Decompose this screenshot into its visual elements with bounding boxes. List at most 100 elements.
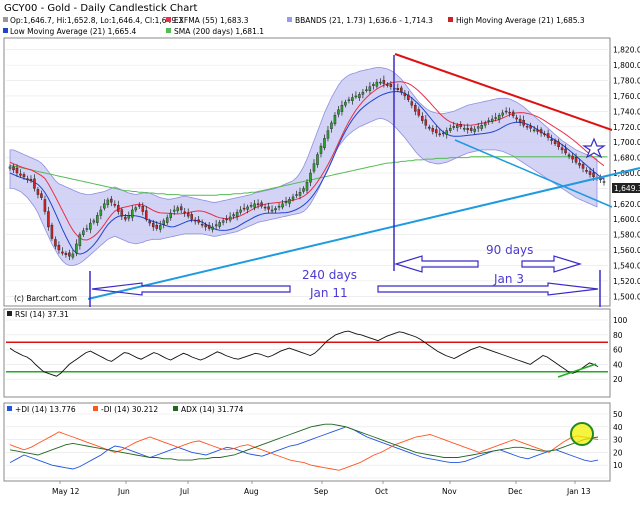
plus-di-legend: +DI (14) 13.776: [15, 405, 76, 414]
candle-body: [564, 148, 567, 154]
price-y-tick: 1,720.0: [613, 123, 640, 132]
candle-body: [33, 178, 36, 189]
candle-body: [386, 84, 389, 86]
price-y-tick: 1,580.0: [613, 231, 640, 240]
rsi-y-axis: 20 40 60 80 100: [613, 316, 628, 384]
candle-body: [78, 234, 82, 246]
exfma-line: [9, 81, 605, 241]
price-y-tick: 1,680.0: [613, 154, 640, 163]
candle-body: [438, 133, 442, 136]
candle-body: [588, 171, 592, 175]
candle-body: [469, 127, 473, 131]
candle-body: [127, 215, 131, 219]
candle-body: [246, 206, 249, 210]
candle-body: [532, 129, 536, 132]
candle-body: [110, 198, 113, 203]
candle-body: [148, 220, 152, 224]
bollinger-band-area: [9, 67, 598, 266]
candle-body: [218, 222, 221, 227]
candle-body: [337, 109, 340, 115]
candle-body: [375, 81, 379, 87]
candle-body: [326, 130, 330, 139]
price-y-tick: 1,500.0: [613, 292, 640, 301]
price-y-tick: 1,800.0: [613, 61, 640, 70]
candle-body: [480, 125, 483, 129]
price-y-tick: 1,600.0: [613, 215, 640, 224]
x-tick-label: Dec: [508, 487, 523, 496]
candle-body: [64, 252, 68, 255]
candle-body: [546, 133, 550, 138]
candle-body: [525, 125, 529, 128]
candle-body: [281, 203, 284, 208]
candle-body: [574, 157, 578, 163]
low-ma-line: [9, 91, 605, 255]
candle-body: [602, 181, 606, 183]
x-tick-label: Sep: [314, 487, 328, 496]
candle-body: [15, 167, 19, 174]
candle-body: [539, 129, 543, 134]
plus-di-swatch: [7, 406, 12, 411]
candle-body: [197, 219, 200, 223]
candle-body: [560, 147, 564, 151]
price-y-tick: 1,760.0: [613, 92, 640, 101]
candle-body: [585, 170, 588, 172]
candle-body: [351, 97, 354, 101]
annotation-jan3: Jan 3: [493, 272, 524, 286]
minus-di-legend: -DI (14) 30.212: [101, 405, 158, 414]
candle-body: [274, 208, 277, 211]
candle-body: [277, 205, 281, 208]
candle-body: [165, 217, 169, 223]
minus-di-swatch: [93, 406, 98, 411]
x-axis: May 12 Jun Jul Aug Sep Oct Nov Dec Jan 13: [52, 481, 591, 496]
candle-body: [117, 205, 120, 212]
candle-body: [225, 218, 228, 221]
candle-body: [504, 110, 508, 113]
candle-body: [169, 212, 172, 218]
candle-body: [424, 119, 428, 126]
x-tick-label: Jul: [179, 487, 189, 496]
candle-body: [61, 251, 64, 254]
candle-body: [242, 207, 246, 210]
candle-body: [291, 196, 295, 200]
candle-body: [347, 99, 351, 101]
rsi-y-tick: 40: [613, 360, 623, 369]
candle-body: [403, 92, 407, 97]
dmi-y-tick: 50: [613, 410, 623, 419]
candle-body: [358, 94, 361, 98]
legend-bbands: BBANDS (21, 1.73) 1,636.6 - 1,714.3: [295, 16, 433, 25]
candle-body: [50, 224, 54, 239]
candle-body: [221, 220, 225, 223]
candle-body: [96, 215, 99, 223]
candle-body: [449, 128, 452, 131]
dmi-y-tick: 10: [613, 461, 623, 470]
dmi-cross-highlight: [570, 422, 594, 446]
candle-body: [581, 164, 585, 169]
candle-body: [43, 199, 47, 212]
arrow-90-right: [521, 255, 583, 273]
candle-body: [235, 212, 239, 217]
arrow-240-left: [91, 282, 291, 296]
adx-line: [9, 423, 599, 461]
candle-body: [40, 193, 43, 198]
candle-body: [428, 126, 431, 129]
price-y-tick: 1,780.0: [613, 77, 640, 86]
candle-body: [288, 198, 291, 204]
candle-body: [89, 222, 92, 230]
candle-body: [155, 224, 159, 229]
legend-sma200: SMA (200 days) 1,681.1: [174, 27, 264, 36]
candle-body: [567, 154, 571, 157]
rsi-swatch: [7, 311, 12, 316]
ohlc-swatch: [3, 17, 8, 22]
candle-body: [183, 211, 186, 214]
chart-title: GCY00 - Gold - Daily Candlestick Chart: [4, 3, 197, 14]
candle-body: [368, 86, 372, 91]
candle-body: [455, 125, 459, 128]
annotation-jan11: Jan 11: [309, 286, 348, 300]
candle-body: [249, 205, 253, 207]
candle-body: [466, 128, 469, 131]
candle-body: [305, 182, 309, 191]
candle-body: [361, 91, 365, 95]
candle-body: [113, 203, 117, 206]
candle-body: [176, 207, 179, 212]
